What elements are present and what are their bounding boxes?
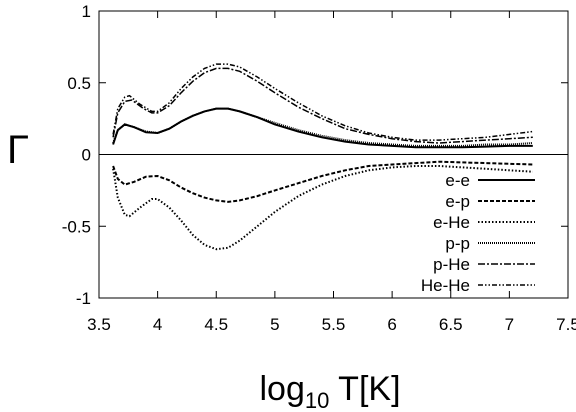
series-line-p-He: [112, 67, 533, 144]
x-axis-label-main: log: [259, 370, 304, 408]
x-tick-label: 3.5: [87, 315, 111, 334]
x-axis-ticks: 3.5 4 4.5 5 5.5 6 6.5 7 7.5: [87, 11, 576, 334]
x-axis-label: log10 T[K]: [259, 370, 400, 412]
x-axis-label-sub: 10: [305, 388, 329, 412]
series-line-e-p: [112, 160, 533, 203]
y-axis-label: Γ: [7, 128, 29, 172]
x-tick-label: 5.5: [322, 315, 346, 334]
x-tick-label: 7.5: [556, 315, 576, 334]
legend-label-e-He: e-He: [433, 213, 470, 232]
legend-label-He-He: He-He: [421, 276, 470, 295]
legend: e-e e-p e-He p-p p-He He-He: [421, 171, 535, 295]
series-lines: [112, 63, 533, 251]
series-line-e-He: [112, 165, 533, 251]
legend-label-e-p: e-p: [445, 192, 470, 211]
legend-label-p-p: p-p: [445, 234, 470, 253]
series-line-He-He: [112, 63, 533, 141]
legend-label-p-He: p-He: [433, 255, 470, 274]
legend-label-e-e: e-e: [445, 171, 470, 190]
y-tick-label: 0: [82, 146, 91, 165]
x-tick-label: 5: [270, 315, 279, 334]
x-axis-label-rest: T[K]: [329, 370, 400, 408]
x-tick-label: 6.5: [439, 315, 463, 334]
x-tick-label: 6: [387, 315, 396, 334]
x-tick-label: 7: [505, 315, 514, 334]
x-tick-label: 4: [153, 315, 162, 334]
y-tick-label: -0.5: [62, 217, 91, 236]
y-tick-label: 1: [82, 2, 91, 21]
series-line-e-e: [112, 107, 533, 149]
series-line-p-p: [112, 107, 533, 147]
y-tick-label: -1: [76, 289, 91, 308]
y-axis-ticks: -1 -0.5 0 0.5 1: [62, 2, 568, 308]
y-tick-label: 0.5: [67, 74, 91, 93]
x-tick-label: 4.5: [204, 315, 228, 334]
